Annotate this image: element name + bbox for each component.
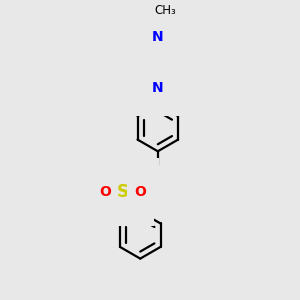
Text: O: O	[134, 185, 146, 199]
Text: CH₃: CH₃	[155, 4, 176, 17]
Text: H: H	[122, 171, 131, 184]
Text: N: N	[134, 172, 145, 186]
Text: O: O	[99, 185, 111, 199]
Text: N: N	[152, 81, 164, 95]
Text: S: S	[117, 183, 129, 201]
Text: N: N	[152, 30, 164, 44]
